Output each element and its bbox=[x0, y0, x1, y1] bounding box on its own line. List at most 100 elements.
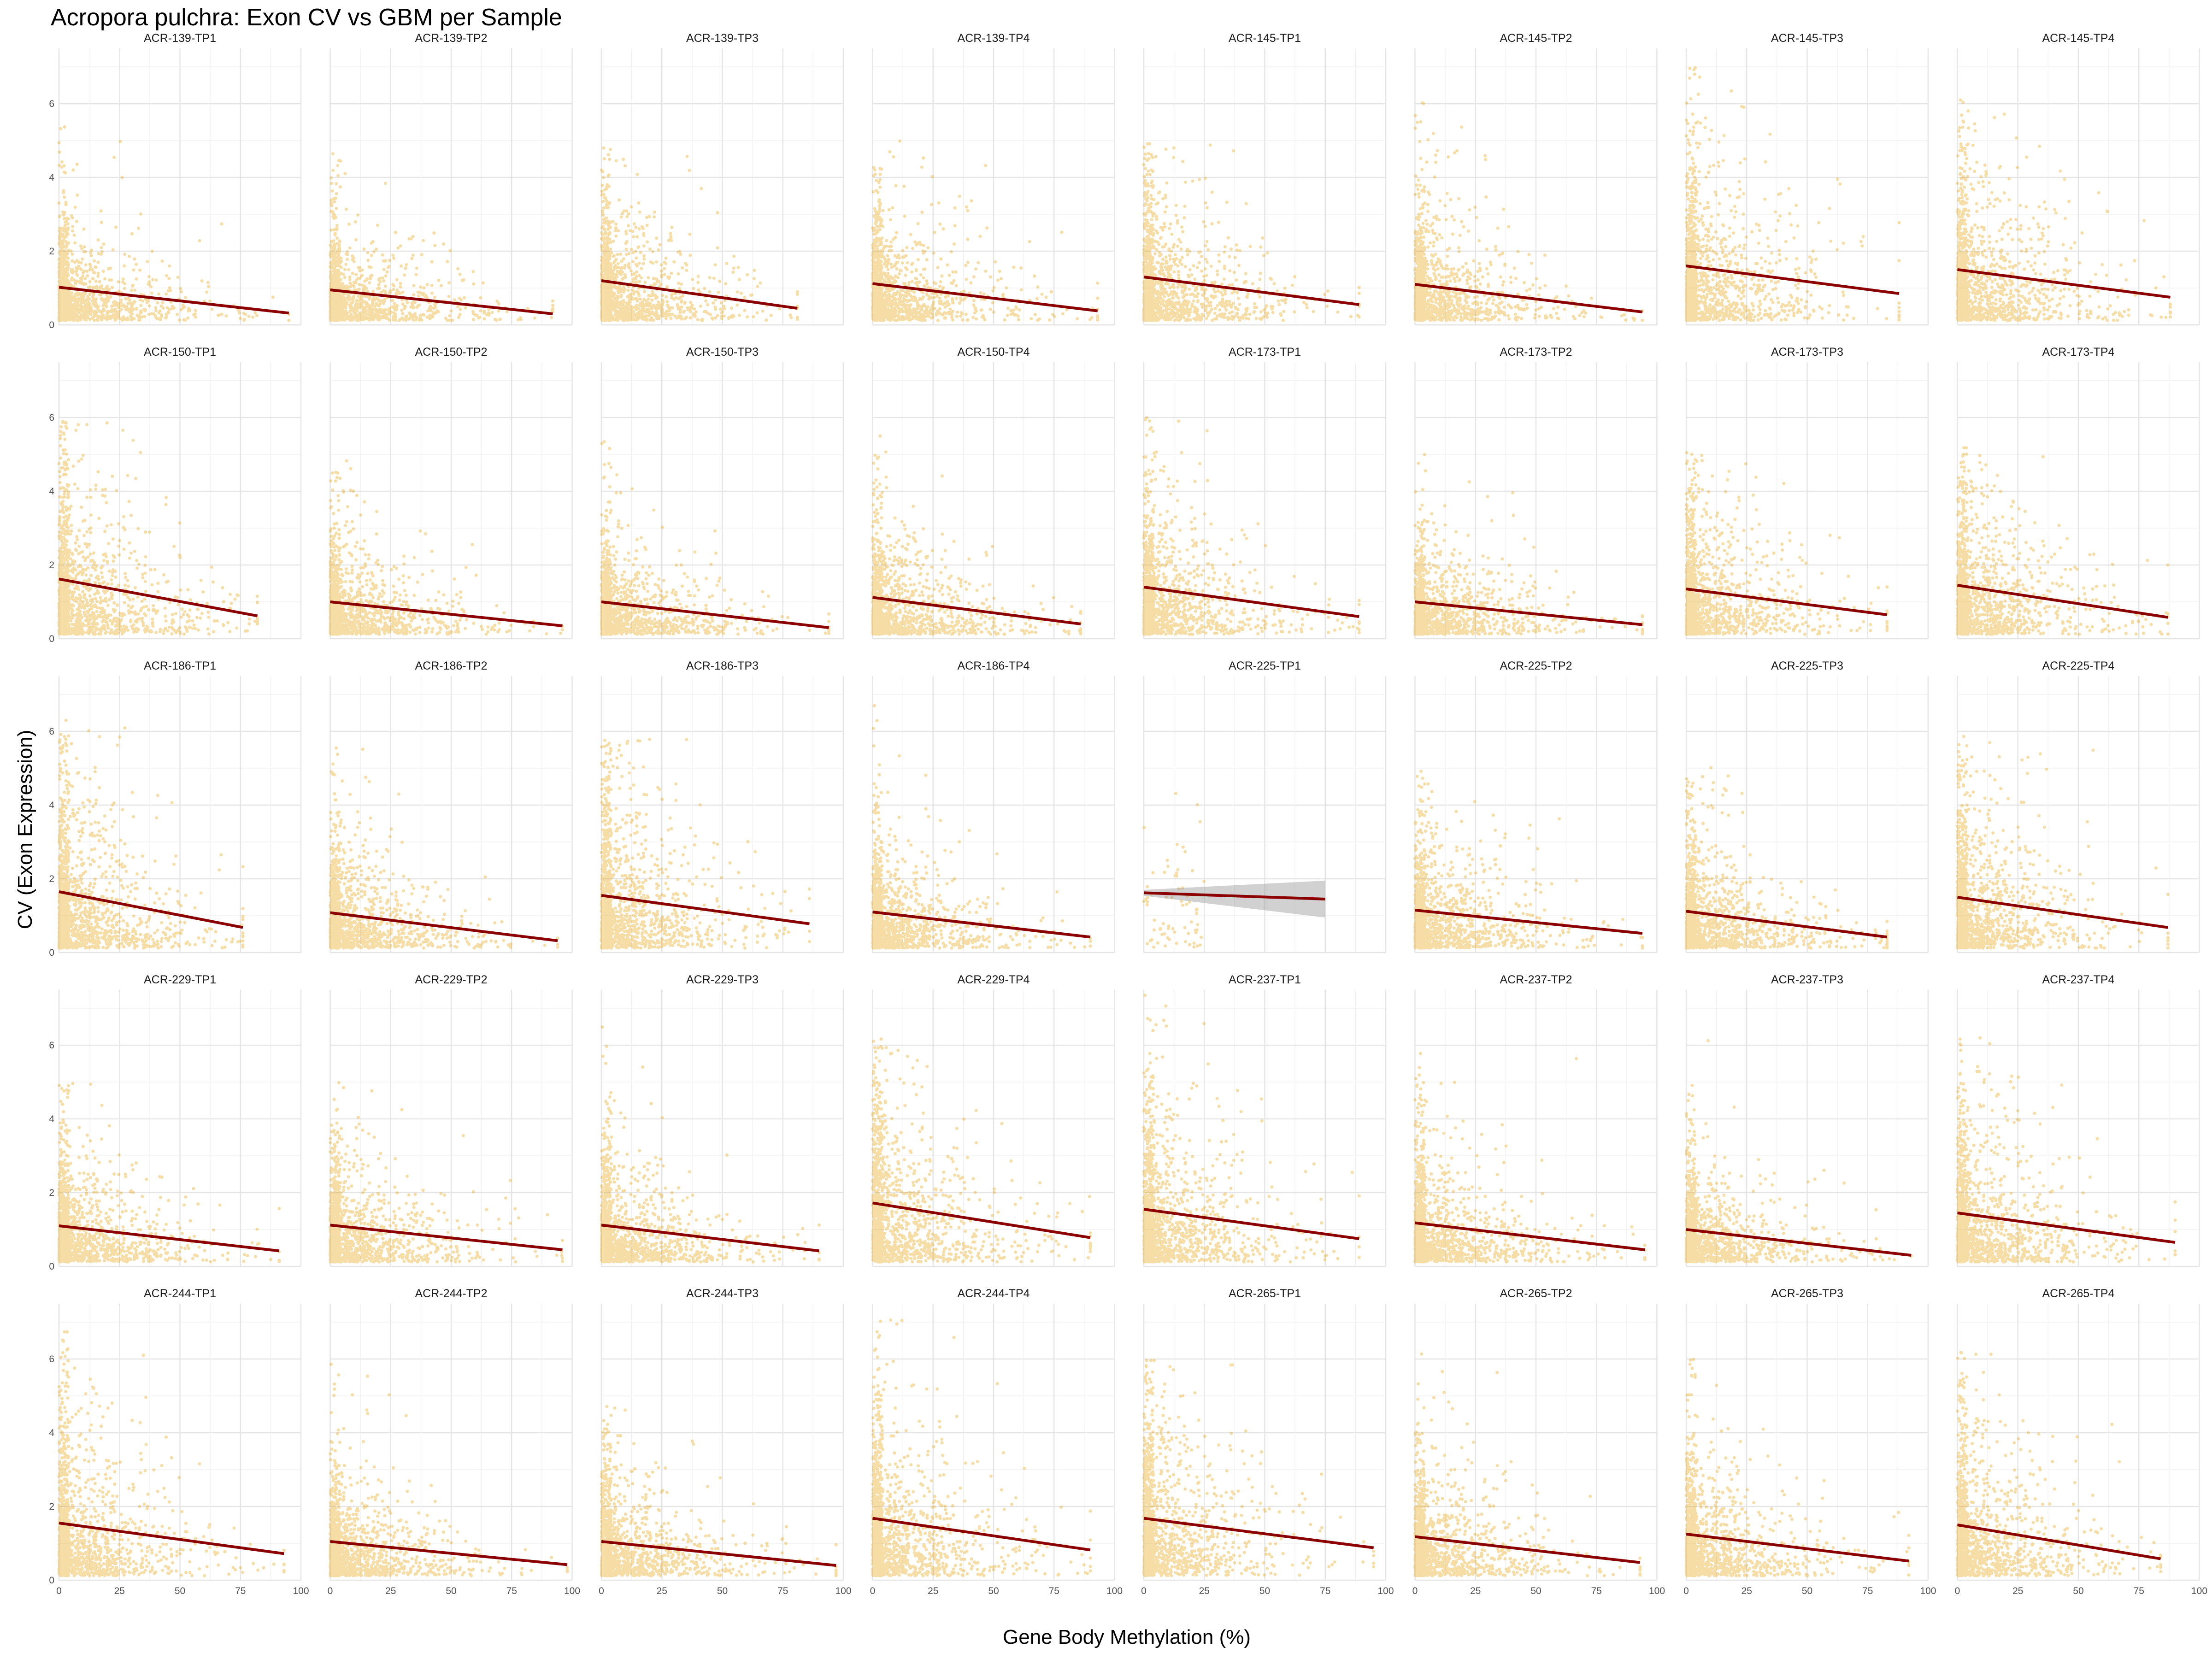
y-tick-label: 0 bbox=[49, 1575, 54, 1586]
facet-strip-label: ACR-186-TP1 bbox=[144, 659, 216, 672]
y-tick-label: 2 bbox=[49, 560, 54, 571]
y-tick-label: 2 bbox=[49, 1501, 54, 1512]
x-tick-label: 50 bbox=[1259, 1586, 1270, 1596]
regression-line bbox=[1415, 283, 1643, 313]
facet-panel: ACR-229-TP2 bbox=[329, 973, 573, 1267]
y-tick-label: 2 bbox=[49, 1188, 54, 1198]
facet-strip-label: ACR-150-TP4 bbox=[958, 346, 1030, 359]
regression-line bbox=[1686, 910, 1888, 939]
facet-panel: ACR-186-TP4 bbox=[871, 659, 1115, 953]
facet-panel: ACR-139-TP3 bbox=[600, 32, 844, 326]
facet-strip-label: ACR-244-TP3 bbox=[686, 1287, 759, 1300]
facet-strip-label: ACR-145-TP2 bbox=[1500, 32, 1572, 45]
x-tick-label: 100 bbox=[835, 1586, 851, 1596]
regression-line bbox=[1686, 588, 1888, 616]
y-tick-label: 0 bbox=[49, 634, 54, 644]
x-tick-label: 25 bbox=[657, 1586, 667, 1596]
y-tick-label: 0 bbox=[49, 320, 54, 330]
facet-strip-label: ACR-150-TP1 bbox=[144, 346, 216, 359]
regression-line bbox=[601, 1540, 836, 1567]
y-tick-label: 2 bbox=[49, 246, 54, 257]
regression-line bbox=[1143, 276, 1359, 306]
x-tick-label: 100 bbox=[1106, 1586, 1123, 1596]
regression-line bbox=[1686, 1533, 1909, 1563]
x-axis-label: Gene Body Methylation (%) bbox=[1002, 1626, 1251, 1648]
scatter-points bbox=[57, 1082, 281, 1264]
facet-strip-label: ACR-225-TP3 bbox=[1771, 659, 1843, 672]
facet-strip-label: ACR-173-TP4 bbox=[2042, 346, 2115, 359]
x-tick-label: 75 bbox=[1320, 1586, 1330, 1596]
x-tick-label: 50 bbox=[1802, 1586, 1812, 1596]
chart-title: Acropora pulchra: Exon CV vs GBM per Sam… bbox=[51, 4, 562, 31]
facet-panel: ACR-265-TP4 0 25 50 75 100 bbox=[1955, 1287, 2207, 1596]
y-tick-label: 6 bbox=[49, 412, 54, 423]
x-tick-label: 25 bbox=[385, 1586, 396, 1596]
y-tick-label: 4 bbox=[49, 1428, 54, 1438]
facet-strip-label: ACR-265-TP1 bbox=[1229, 1287, 1301, 1300]
scatter-points bbox=[1413, 770, 1644, 950]
regression-line bbox=[872, 596, 1081, 625]
facet-panel: ACR-173-TP1 bbox=[1142, 346, 1387, 640]
facet-strip-label: ACR-139-TP2 bbox=[415, 32, 488, 45]
regression-line bbox=[872, 1517, 1091, 1552]
y-tick-label: 4 bbox=[49, 800, 54, 811]
regression-line bbox=[872, 282, 1098, 312]
regression-line bbox=[1415, 1535, 1641, 1564]
scatter-points bbox=[329, 746, 559, 950]
facet-strip-label: ACR-229-TP4 bbox=[958, 973, 1030, 986]
facet-strip-label: ACR-229-TP3 bbox=[686, 973, 759, 986]
scatter-points bbox=[57, 1330, 286, 1577]
x-tick-label: 0 bbox=[599, 1586, 604, 1596]
facet-strip-label: ACR-229-TP2 bbox=[415, 973, 488, 986]
facet-strip-label: ACR-150-TP2 bbox=[415, 346, 488, 359]
facet-strip-label: ACR-139-TP3 bbox=[686, 32, 759, 45]
scatter-points bbox=[329, 1363, 569, 1577]
facet-panel: ACR-265-TP2 0 25 50 75 100 bbox=[1412, 1287, 1665, 1596]
regression-line bbox=[872, 911, 1091, 939]
regression-line bbox=[601, 600, 829, 629]
facet-strip-label: ACR-265-TP4 bbox=[2042, 1287, 2115, 1300]
scatter-points bbox=[600, 1025, 821, 1264]
regression-line bbox=[330, 1540, 568, 1566]
x-tick-label: 100 bbox=[1377, 1586, 1394, 1596]
facet-strip-label: ACR-139-TP1 bbox=[144, 32, 216, 45]
facet-strip-label: ACR-173-TP1 bbox=[1229, 346, 1301, 359]
facet-panel: ACR-139-TP4 bbox=[871, 32, 1115, 326]
facet-strip-label: ACR-265-TP3 bbox=[1771, 1287, 1843, 1300]
facet-strip-label: ACR-145-TP4 bbox=[2042, 32, 2115, 45]
regression-line bbox=[59, 1224, 280, 1253]
facet-strip-label: ACR-186-TP3 bbox=[686, 659, 759, 672]
facet-panel: ACR-145-TP4 bbox=[1956, 32, 2200, 326]
regression-line bbox=[872, 1201, 1091, 1239]
regression-line bbox=[1686, 265, 1900, 295]
scatter-points bbox=[57, 125, 291, 322]
regression-line bbox=[1415, 600, 1643, 626]
facet-strip-label: ACR-150-TP3 bbox=[686, 346, 759, 359]
x-tick-label: 25 bbox=[1199, 1586, 1210, 1596]
y-tick-label: 0 bbox=[49, 1261, 54, 1272]
facet-strip-label: ACR-139-TP4 bbox=[958, 32, 1030, 45]
x-tick-label: 75 bbox=[777, 1586, 788, 1596]
facet-panel: ACR-237-TP2 bbox=[1413, 973, 1658, 1267]
regression-line bbox=[1415, 909, 1643, 935]
facet-strip-label: ACR-225-TP1 bbox=[1229, 659, 1301, 672]
facet-strip-label: ACR-186-TP4 bbox=[958, 659, 1030, 672]
facet-strip-label: ACR-186-TP2 bbox=[415, 659, 488, 672]
scatter-points bbox=[871, 1037, 1092, 1264]
scatter-points bbox=[329, 1081, 565, 1264]
regression-line bbox=[1957, 268, 2171, 299]
regression-line bbox=[59, 890, 243, 929]
y-tick-label: 2 bbox=[49, 874, 54, 884]
facet-strip-label: ACR-145-TP3 bbox=[1771, 32, 1843, 45]
facet-panel: ACR-173-TP3 bbox=[1684, 346, 1929, 640]
x-tick-label: 100 bbox=[1920, 1586, 1936, 1596]
facet-panel: ACR-265-TP1 0 25 50 75 100 bbox=[1141, 1287, 1394, 1596]
x-tick-label: 100 bbox=[564, 1586, 580, 1596]
facet-strip-label: ACR-237-TP2 bbox=[1500, 973, 1572, 986]
facet-panel: ACR-244-TP2 0 25 50 75 100 bbox=[328, 1287, 580, 1596]
x-tick-label: 25 bbox=[928, 1586, 938, 1596]
scatter-points bbox=[1142, 994, 1361, 1264]
regression-line bbox=[601, 1224, 819, 1253]
y-tick-label: 6 bbox=[49, 726, 54, 737]
